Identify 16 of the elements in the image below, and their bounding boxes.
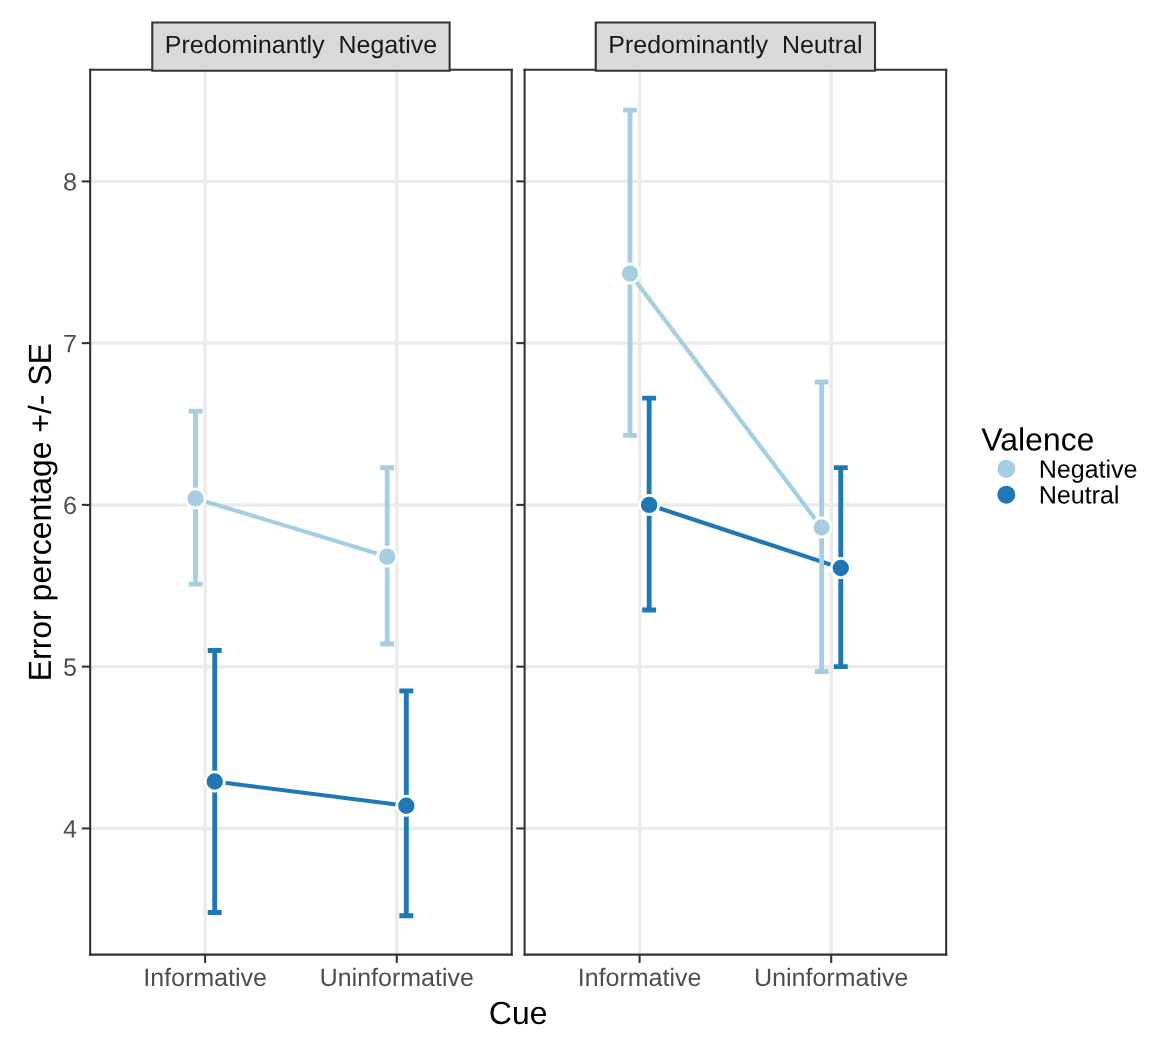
x-axis-title: Cue — [490, 1001, 547, 1025]
y-tick-label: 8 — [64, 172, 76, 191]
chart-title: Predominantly Neutral — [610, 34, 861, 59]
y-tick-label: 7 — [64, 334, 76, 353]
x-tick-label: Informative — [145, 967, 266, 987]
y-axis-title: Error percentage +/- SE — [27, 344, 58, 679]
x-tick-label: Uninformative — [756, 967, 908, 987]
legend-label: Neutral — [1040, 485, 1118, 504]
y-tick-label: 4 — [63, 820, 77, 838]
y-tick-label: 5 — [64, 658, 76, 676]
x-tick-label: Uninformative — [321, 967, 473, 987]
chart-title: Predominantly Negative — [166, 34, 437, 59]
legend-label: Negative — [1040, 459, 1137, 483]
legend-title: Valence — [981, 427, 1093, 451]
y-tick-label: 6 — [64, 496, 76, 515]
x-tick-label: Informative — [580, 967, 701, 987]
